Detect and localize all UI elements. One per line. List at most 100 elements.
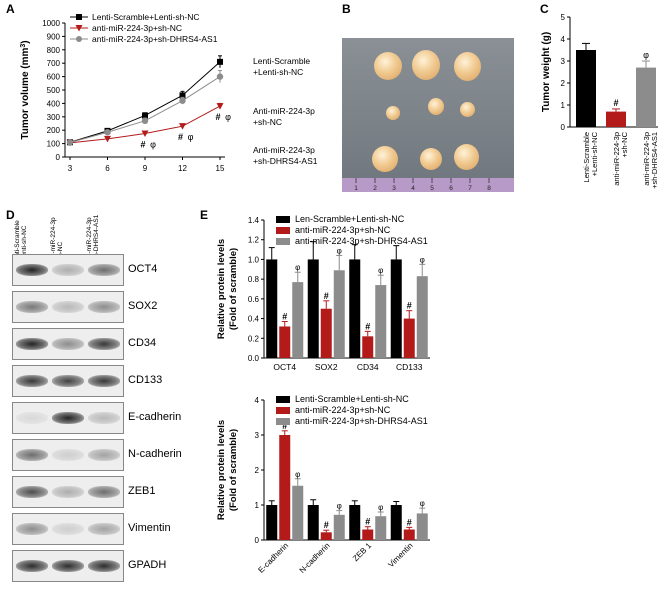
y-tick-label: 0.8 (248, 275, 260, 284)
blot-band (52, 560, 84, 572)
y-axis-label: (Fold of scramble) (228, 429, 239, 511)
blot-band (52, 523, 84, 535)
significance-hash: # (365, 321, 370, 331)
blot-strip (12, 291, 124, 323)
bar (416, 276, 428, 358)
blot-strip (12, 254, 124, 286)
bar (375, 285, 387, 358)
y-axis-label: Relative protein levels (216, 239, 227, 339)
significance-mark: φ (643, 50, 649, 60)
y-tick-label: 600 (47, 73, 61, 82)
bar (375, 516, 387, 540)
blot-protein-label: CD133 (128, 374, 163, 386)
blot-strip (12, 365, 124, 397)
tumor (428, 98, 444, 115)
legend-swatch (276, 407, 290, 414)
x-category-label: anti-miR-224-3p+sh-DHRS4-AS1 (642, 132, 659, 189)
blot-protein-label: CD34 (128, 337, 157, 349)
y-tick-label: 300 (47, 113, 61, 122)
y-tick-label: 1 (255, 501, 260, 510)
blot-band (16, 375, 48, 387)
bar (416, 513, 428, 540)
significance-hash: # (178, 132, 183, 142)
legend-swatch (276, 227, 290, 234)
y-tick-label: 900 (47, 32, 61, 41)
data-point (141, 117, 149, 125)
blot-band (16, 301, 48, 313)
blot-band (16, 264, 48, 276)
ruler-tick-label: 1 (354, 185, 358, 192)
significance-mark: # (613, 98, 618, 108)
tumor (386, 106, 400, 120)
legend-label: Len-Scramble+Lenti-sh-NC (295, 214, 405, 224)
bar (292, 282, 304, 358)
blot-protein-label: Vimentin (128, 522, 171, 534)
photo-label-anti-mir-dhrs4: Anti-miR-224-3p +sh-DHRS4-AS1 (253, 145, 318, 166)
significance-hash: # (282, 421, 287, 431)
blot-band (52, 264, 84, 276)
series-line (69, 105, 221, 144)
data-point (142, 112, 148, 119)
bar (279, 326, 291, 358)
blot-band (52, 486, 84, 498)
significance-phi: φ (337, 502, 342, 511)
bar (390, 505, 402, 540)
panel-letter-a: A (6, 2, 15, 16)
legend-swatch (276, 238, 290, 245)
photo-label-scramble: Lenti-Scramble +Lenti-sh-NC (253, 56, 311, 77)
bar (333, 270, 345, 358)
significance-phi: φ (150, 140, 156, 150)
blot-strip (12, 550, 124, 582)
bar (266, 505, 278, 540)
blot-band (52, 338, 84, 350)
significance-hash: # (282, 312, 287, 322)
data-point (217, 58, 223, 65)
x-category-label: E-cadherin (256, 541, 290, 575)
tumor (420, 148, 442, 170)
significance-phi: φ (420, 499, 425, 508)
bar (362, 336, 374, 358)
data-point (216, 73, 224, 80)
blot-band (88, 560, 120, 572)
legend-label: anti-miR-224-3p+sh-NC (295, 225, 391, 235)
blot-protein-label: SOX2 (128, 300, 158, 312)
bar (307, 259, 319, 358)
legend-label: Lenti-Scramble+Lenti-sh-NC (92, 12, 199, 22)
blot-strip (12, 476, 124, 508)
y-tick-label: 0.0 (248, 354, 260, 363)
significance-hash: # (324, 520, 329, 530)
blot-band (88, 301, 120, 313)
panel-letter-c: C (540, 2, 549, 16)
legend-marker (76, 14, 82, 20)
x-category-label: CD34 (357, 362, 379, 372)
tumor (460, 102, 475, 117)
y-tick-label: 100 (47, 140, 61, 149)
significance-phi: φ (378, 503, 383, 512)
blot-protein-label: GPADH (128, 559, 167, 571)
bar (576, 50, 596, 127)
x-category-label: Lenti-Scramble+Lenti-sh-NC (582, 131, 599, 182)
legend-label: anti-miR-224-3p+sh-DHRS4-AS1 (295, 416, 428, 426)
y-tick-label: 4 (255, 396, 260, 405)
y-tick-label: 200 (47, 126, 61, 135)
y-tick-label: 500 (47, 86, 61, 95)
y-tick-label: 0 (56, 153, 61, 162)
significance-hash: # (324, 291, 329, 301)
data-point (179, 123, 186, 130)
emt-protein-bar-chart: 0 1 2 3 4 Relative protein levels (Fold of scr… (216, 394, 430, 575)
blot-band (52, 412, 84, 424)
blot-protein-label: OCT4 (128, 263, 158, 275)
tumor-volume-line-chart: 0 100 200 300 400 500 600 700 800 900 1000 3 6 9 12 15 T… (20, 12, 232, 173)
data-point (104, 135, 111, 143)
data-point (179, 97, 186, 104)
y-axis-label: (Fold of scramble) (228, 248, 239, 330)
legend-swatch (276, 396, 290, 403)
data-point (66, 139, 74, 146)
tumor (454, 144, 479, 170)
blot-band (52, 449, 84, 461)
significance-hash: # (407, 301, 412, 311)
blot-band (88, 264, 120, 276)
legend-label: anti-miR-224-3p+sh-DHRS4-AS1 (295, 236, 428, 246)
ruler-tick-label: 3 (392, 185, 396, 192)
y-tick-label: 1 (561, 101, 566, 110)
